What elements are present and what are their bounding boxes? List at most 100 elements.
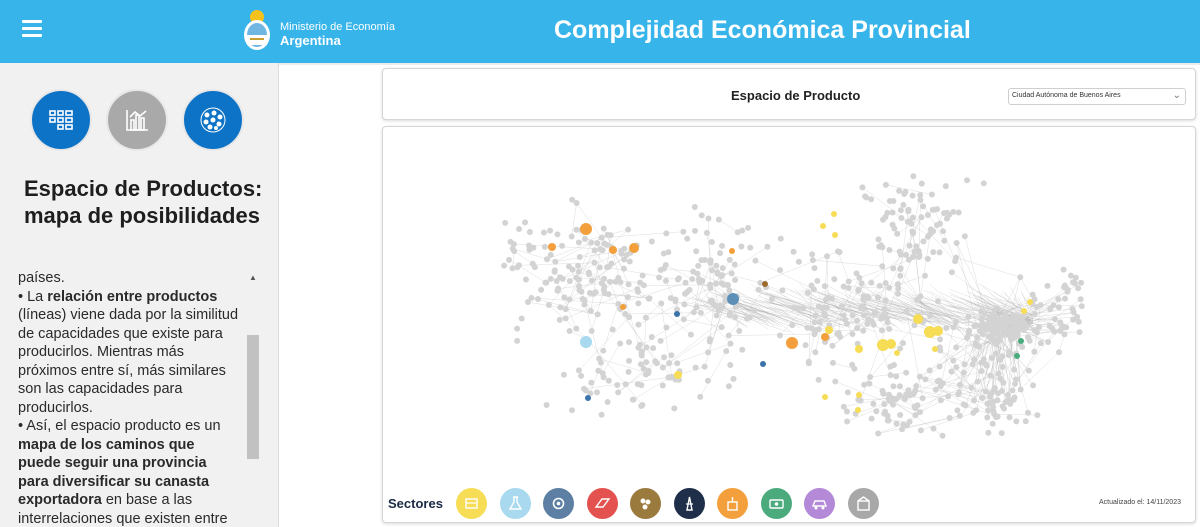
product-node[interactable] xyxy=(845,278,852,285)
product-node[interactable] xyxy=(719,242,726,249)
highlighted-product-node[interactable] xyxy=(786,337,798,349)
product-node[interactable] xyxy=(1050,302,1057,309)
product-node[interactable] xyxy=(638,348,645,355)
sector-button-agriculture[interactable] xyxy=(717,488,748,519)
product-node[interactable] xyxy=(591,259,598,266)
product-node[interactable] xyxy=(777,267,784,274)
product-node[interactable] xyxy=(961,233,968,240)
product-node[interactable] xyxy=(573,200,580,207)
product-node[interactable] xyxy=(1051,328,1058,335)
product-node[interactable] xyxy=(875,236,882,243)
product-node[interactable] xyxy=(840,403,847,410)
product-node[interactable] xyxy=(626,314,633,321)
product-node[interactable] xyxy=(727,340,734,347)
product-node[interactable] xyxy=(738,243,745,250)
product-node[interactable] xyxy=(924,255,931,262)
product-node[interactable] xyxy=(940,228,947,235)
product-node[interactable] xyxy=(698,212,705,219)
product-node[interactable] xyxy=(979,394,986,401)
product-node[interactable] xyxy=(566,327,573,334)
product-node[interactable] xyxy=(932,386,939,393)
product-node[interactable] xyxy=(681,301,688,308)
product-node[interactable] xyxy=(1031,326,1038,333)
product-node[interactable] xyxy=(671,405,678,412)
product-node[interactable] xyxy=(732,314,739,321)
product-node[interactable] xyxy=(955,209,962,216)
product-node[interactable] xyxy=(1061,295,1068,302)
product-node[interactable] xyxy=(739,227,746,234)
product-node[interactable] xyxy=(598,411,605,418)
product-node[interactable] xyxy=(913,383,920,390)
highlighted-product-node[interactable] xyxy=(822,394,828,400)
scroll-up-arrow-icon[interactable]: ▲ xyxy=(249,273,257,282)
highlighted-product-node[interactable] xyxy=(820,223,826,229)
product-node[interactable] xyxy=(638,403,645,410)
product-node[interactable] xyxy=(1014,328,1021,335)
sector-button-oil[interactable] xyxy=(673,488,705,519)
sector-button-other[interactable] xyxy=(847,488,879,519)
product-node[interactable] xyxy=(936,363,943,370)
product-node[interactable] xyxy=(645,370,652,377)
product-node[interactable] xyxy=(897,411,904,418)
product-node[interactable] xyxy=(663,230,670,237)
product-node[interactable] xyxy=(697,309,704,316)
sector-button-textiles[interactable] xyxy=(760,488,792,519)
product-node[interactable] xyxy=(566,277,573,284)
province-select[interactable]: Ciudad Autónoma de Buenos Aires ⌄ xyxy=(1008,88,1186,105)
product-node[interactable] xyxy=(896,248,903,255)
product-node[interactable] xyxy=(528,294,535,301)
product-node[interactable] xyxy=(871,309,878,316)
product-node[interactable] xyxy=(950,324,957,331)
product-node[interactable] xyxy=(897,207,904,214)
product-node[interactable] xyxy=(960,369,967,376)
product-node[interactable] xyxy=(900,201,907,208)
product-node[interactable] xyxy=(873,408,880,415)
product-node[interactable] xyxy=(952,258,959,265)
product-node[interactable] xyxy=(585,269,592,276)
product-node[interactable] xyxy=(540,229,547,236)
product-node[interactable] xyxy=(874,294,881,301)
product-node[interactable] xyxy=(615,389,622,396)
product-node[interactable] xyxy=(985,407,992,414)
product-node[interactable] xyxy=(844,418,851,425)
sector-button-machinery[interactable] xyxy=(543,488,574,519)
product-node[interactable] xyxy=(870,400,877,407)
product-node[interactable] xyxy=(592,289,599,296)
product-node[interactable] xyxy=(597,245,604,252)
product-node[interactable] xyxy=(845,284,852,291)
highlighted-product-node[interactable] xyxy=(674,371,682,379)
product-node[interactable] xyxy=(543,401,550,408)
product-node[interactable] xyxy=(917,197,924,204)
product-node[interactable] xyxy=(724,281,731,288)
product-node[interactable] xyxy=(656,274,663,281)
product-node[interactable] xyxy=(1063,324,1070,331)
product-node[interactable] xyxy=(751,307,758,314)
product-node[interactable] xyxy=(902,188,909,195)
product-node[interactable] xyxy=(525,242,532,249)
product-node[interactable] xyxy=(646,295,653,302)
product-node[interactable] xyxy=(507,238,514,245)
product-node[interactable] xyxy=(726,312,733,319)
sector-button-chemicals[interactable] xyxy=(499,488,531,519)
product-node[interactable] xyxy=(588,379,595,386)
product-node[interactable] xyxy=(811,265,818,272)
product-node[interactable] xyxy=(620,265,627,272)
product-node[interactable] xyxy=(934,298,941,305)
product-node[interactable] xyxy=(777,235,784,242)
product-node[interactable] xyxy=(987,372,994,379)
product-node[interactable] xyxy=(596,355,603,362)
product-node[interactable] xyxy=(1000,379,1007,386)
product-node[interactable] xyxy=(1071,280,1078,287)
product-node[interactable] xyxy=(704,377,711,384)
product-node[interactable] xyxy=(776,332,783,339)
ministry-logo[interactable]: Ministerio de Economía Argentina xyxy=(242,8,395,54)
product-node[interactable] xyxy=(626,258,633,265)
product-node[interactable] xyxy=(511,248,518,255)
product-node[interactable] xyxy=(917,293,924,300)
highlighted-product-node[interactable] xyxy=(580,223,592,235)
product-node[interactable] xyxy=(518,315,525,322)
highlighted-product-node[interactable] xyxy=(580,336,592,348)
product-node[interactable] xyxy=(917,192,924,199)
network-view-button[interactable] xyxy=(182,89,244,151)
product-node[interactable] xyxy=(995,390,1002,397)
